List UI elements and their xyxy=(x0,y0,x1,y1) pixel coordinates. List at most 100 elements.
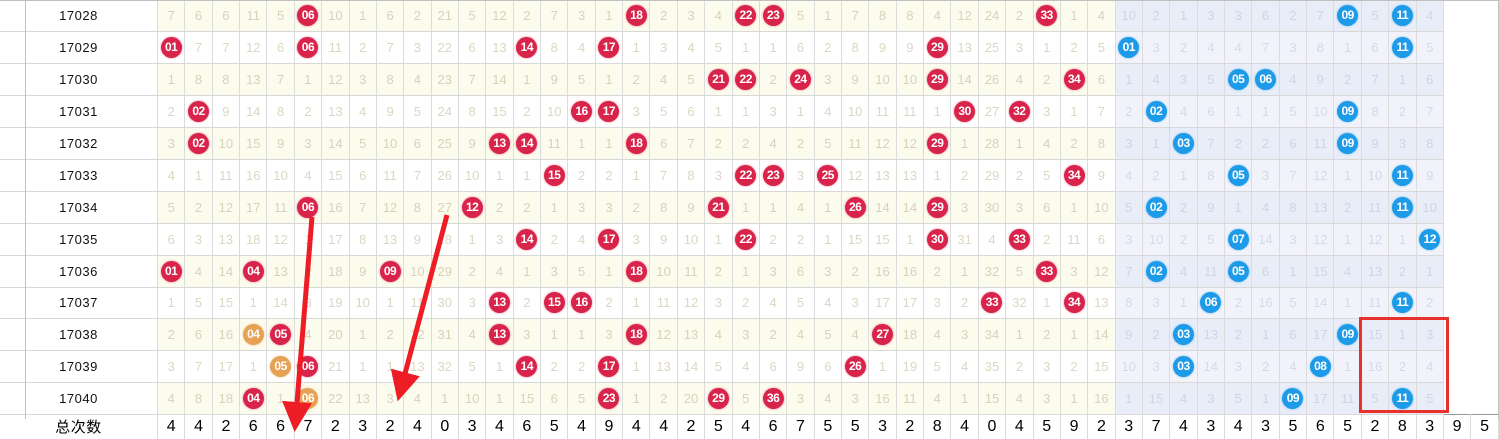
red-zone-cell[interactable]: 16 xyxy=(567,95,596,128)
red-zone-cell[interactable]: 2 xyxy=(1005,159,1034,192)
red-zone-cell[interactable]: 33 xyxy=(1033,255,1061,288)
red-zone-cell[interactable]: 8 xyxy=(841,31,870,64)
red-zone-cell[interactable]: 1 xyxy=(868,350,897,384)
red-zone-cell[interactable]: 20 xyxy=(677,382,706,416)
red-zone-cell[interactable]: 3 xyxy=(732,318,760,352)
red-zone-cell[interactable]: 29 xyxy=(704,382,733,416)
blue-zone-cell[interactable]: 4 xyxy=(1279,63,1308,96)
red-zone-cell[interactable]: 6 xyxy=(540,382,569,416)
red-zone-cell[interactable]: 9 xyxy=(376,95,405,128)
red-zone-cell[interactable]: 9 xyxy=(1087,159,1116,192)
red-zone-cell[interactable]: 9 xyxy=(841,63,870,96)
red-zone-cell[interactable]: 4 xyxy=(978,223,1007,256)
red-zone-cell[interactable]: 10 xyxy=(349,287,377,320)
red-zone-cell[interactable]: 11 xyxy=(212,159,241,192)
red-zone-cell[interactable]: 5 xyxy=(814,127,842,160)
red-zone-cell[interactable]: 28 xyxy=(978,127,1007,160)
red-zone-cell[interactable]: 19 xyxy=(321,287,350,320)
red-zone-cell[interactable]: 12 xyxy=(677,287,706,320)
blue-zone-cell[interactable]: 7 xyxy=(1306,0,1335,32)
red-zone-cell[interactable]: 02 xyxy=(184,127,213,160)
red-zone-cell[interactable]: 2 xyxy=(513,0,542,32)
blue-zone-cell[interactable]: 1 xyxy=(1142,127,1171,160)
red-zone-cell[interactable]: 4 xyxy=(950,350,979,384)
red-zone-cell[interactable]: 1 xyxy=(376,287,405,320)
blue-zone-cell[interactable]: 3 xyxy=(1279,31,1308,64)
blue-zone-cell[interactable]: 2 xyxy=(1333,63,1362,96)
red-zone-cell[interactable]: 4 xyxy=(485,255,514,288)
red-zone-cell[interactable]: 19 xyxy=(896,350,925,384)
red-zone-cell[interactable]: 6 xyxy=(376,0,405,32)
red-zone-cell[interactable]: 1 xyxy=(294,63,323,96)
blue-zone-cell[interactable]: 11 xyxy=(1333,382,1362,416)
red-zone-cell[interactable]: 4 xyxy=(1005,382,1034,416)
blue-zone-cell[interactable]: 12 xyxy=(1306,159,1335,192)
red-zone-cell[interactable]: 3 xyxy=(649,31,678,64)
red-zone-cell[interactable]: 1 xyxy=(513,255,542,288)
red-zone-cell[interactable]: 9 xyxy=(349,255,377,288)
red-zone-cell[interactable]: 12 xyxy=(376,191,405,224)
red-zone-cell[interactable]: 5 xyxy=(649,95,678,128)
red-zone-cell[interactable]: 13 xyxy=(349,382,377,416)
blue-zone-cell[interactable]: 8 xyxy=(1115,287,1143,320)
red-zone-cell[interactable]: 15 xyxy=(978,382,1007,416)
red-zone-cell[interactable]: 13 xyxy=(677,318,706,352)
red-zone-cell[interactable]: 02 xyxy=(184,95,213,128)
red-zone-cell[interactable]: 2 xyxy=(513,95,542,128)
blue-zone-cell[interactable]: 8 xyxy=(1279,191,1308,224)
red-zone-cell[interactable]: 15 xyxy=(540,287,569,320)
blue-zone-cell[interactable]: 13 xyxy=(1306,191,1335,224)
red-zone-cell[interactable]: 23 xyxy=(431,63,459,96)
red-zone-cell[interactable]: 6 xyxy=(266,31,295,64)
red-zone-cell[interactable]: 1 xyxy=(157,63,186,96)
red-zone-cell[interactable]: 5 xyxy=(1087,31,1116,64)
red-zone-cell[interactable]: 33 xyxy=(978,287,1007,320)
red-zone-cell[interactable]: 9 xyxy=(458,127,487,160)
red-zone-cell[interactable]: 11 xyxy=(677,255,706,288)
blue-zone-cell[interactable]: 2 xyxy=(1115,95,1143,128)
red-zone-cell[interactable]: 14 xyxy=(513,350,542,384)
blue-zone-cell[interactable]: 1 xyxy=(1279,255,1308,288)
red-zone-cell[interactable]: 2 xyxy=(786,127,815,160)
red-zone-cell[interactable]: 5 xyxy=(1005,255,1034,288)
red-zone-cell[interactable]: 12 xyxy=(896,127,925,160)
red-zone-cell[interactable]: 8 xyxy=(1087,127,1116,160)
red-zone-cell[interactable]: 06 xyxy=(294,31,323,64)
red-zone-cell[interactable]: 13 xyxy=(950,31,979,64)
red-zone-cell[interactable]: 11 xyxy=(321,31,350,64)
red-zone-cell[interactable]: 10 xyxy=(540,95,569,128)
blue-zone-cell[interactable]: 12 xyxy=(1416,223,1444,256)
red-zone-cell[interactable]: 29 xyxy=(431,255,459,288)
red-zone-cell[interactable]: 11 xyxy=(1060,223,1089,256)
red-zone-cell[interactable]: 3 xyxy=(458,287,487,320)
blue-zone-cell[interactable]: 6 xyxy=(1197,95,1226,128)
red-zone-cell[interactable]: 7 xyxy=(376,31,405,64)
red-zone-cell[interactable]: 1 xyxy=(349,350,377,384)
red-zone-cell[interactable]: 11 xyxy=(896,382,925,416)
blue-zone-cell[interactable]: 1 xyxy=(1251,95,1280,128)
blue-zone-cell[interactable]: 1 xyxy=(1333,159,1362,192)
blue-zone-cell[interactable]: 02 xyxy=(1142,191,1171,224)
red-zone-cell[interactable]: 13 xyxy=(485,127,514,160)
blue-zone-cell[interactable]: 10 xyxy=(1306,95,1335,128)
blue-zone-cell[interactable]: 3 xyxy=(1279,223,1308,256)
blue-zone-cell[interactable]: 2 xyxy=(1142,318,1171,352)
red-zone-cell[interactable]: 12 xyxy=(485,0,514,32)
issue-number[interactable]: 17030 xyxy=(0,63,158,96)
red-zone-cell[interactable]: 2 xyxy=(950,159,979,192)
blue-zone-cell[interactable]: 10 xyxy=(1115,350,1143,384)
issue-number[interactable]: 17031 xyxy=(0,95,158,128)
red-zone-cell[interactable]: 3 xyxy=(1033,95,1061,128)
blue-zone-cell[interactable]: 3 xyxy=(1169,63,1198,96)
red-zone-cell[interactable]: 20 xyxy=(321,318,350,352)
red-zone-cell[interactable]: 3 xyxy=(786,382,815,416)
red-zone-cell[interactable]: 2 xyxy=(950,287,979,320)
red-zone-cell[interactable]: 23 xyxy=(759,159,788,192)
blue-zone-cell[interactable]: 8 xyxy=(1361,95,1390,128)
blue-zone-cell[interactable]: 10 xyxy=(1115,0,1143,32)
red-zone-cell[interactable]: 1 xyxy=(485,350,514,384)
red-zone-cell[interactable]: 9 xyxy=(266,127,295,160)
red-zone-cell[interactable]: 13 xyxy=(266,255,295,288)
blue-zone-cell[interactable]: 6 xyxy=(1279,127,1308,160)
red-zone-cell[interactable]: 14 xyxy=(677,350,706,384)
